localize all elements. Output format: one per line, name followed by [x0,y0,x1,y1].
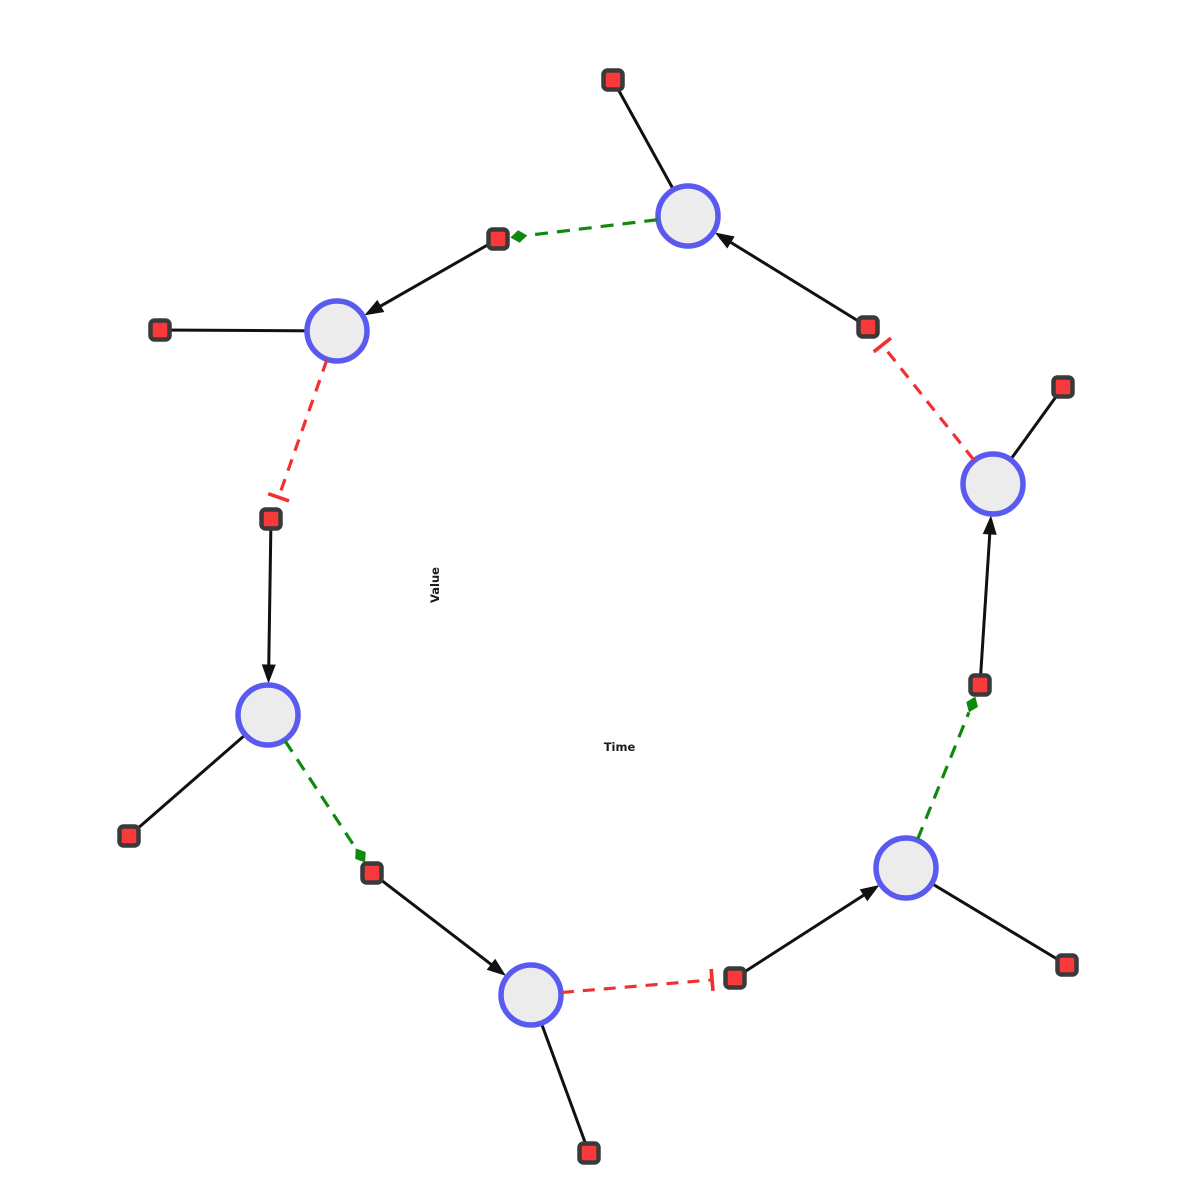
edge-txn_ci-ci_mrna [734,888,874,980]
node-layer [117,68,1079,1165]
edge-ci_mrna-tln_ci-activation-diamond [966,696,978,713]
edge-tln_laci-laci_protein-arrowhead [364,299,385,316]
reaction-node-deg_tetr_tx [117,824,141,848]
edge-tln_ci-ci_protein-arrowhead [982,515,997,535]
edge-tetr_protein-txn_ci [561,978,713,995]
species-node-tetr_mrna [235,682,301,748]
edge-txn_tetr-tetr_mrna [267,518,273,676]
edge-txn_ci-ci_mrna-arrowhead [859,885,880,902]
edge-tln_tetr-tetr_protein-arrowhead [486,958,507,976]
reaction-node-deg_tetr [577,1141,601,1165]
edge-tetr_mrna-tln_tetr-activation-diamond [355,848,366,863]
species-node-tetr_protein [498,962,564,1028]
regulatory-edge-layer [267,218,978,995]
reaction-node-deg_ci_tx [1055,953,1079,977]
edge-txn_tetr-tetr_mrna-arrowhead [261,664,276,684]
edge-ci_mrna-tln_ci [916,711,971,840]
edge-laci_protein-txn_tetr-inhibition-tee [267,491,290,503]
reaction-node-tln_laci [486,227,510,251]
edge-txn_laci-laci_mrna-arrowhead [714,232,735,249]
reaction-node-tln_tetr [360,861,384,885]
edge-tetr_protein-txn_ci-inhibition-tee [709,968,715,992]
edge-laci_protein-txn_tetr [277,359,329,498]
edge-txn_laci-laci_mrna [720,235,869,329]
species-node-ci_protein [960,451,1026,517]
x-axis-label: Time [604,740,636,754]
reaction-node-txn_laci [856,315,880,339]
reaction-node-deg_laci [148,318,172,342]
edge-tetr_mrna-tln_tetr [283,740,358,850]
edge-tln_laci-laci_protein [370,237,499,313]
edge-laci_mrna-tln_laci [527,218,658,238]
reaction-node-deg_ci [1051,375,1075,399]
species-node-laci_mrna [655,183,721,249]
edge-laci_mrna-tln_laci-activation-diamond [510,230,528,243]
edge-tln_tetr-tetr_protein [371,871,501,973]
reaction-node-deg_laci_tx [601,68,625,92]
reaction-node-txn_ci [723,966,747,990]
edge-tln_ci-ci_protein [978,523,992,686]
inset-simulation-chart: Time Value [430,567,636,754]
reaction-node-txn_tetr [259,507,283,531]
species-node-ci_mrna [873,835,939,901]
y-axis-label: Value [430,567,442,603]
edge-ci_protein-txn_laci-inhibition-tee [872,336,893,354]
edge-ci_protein-txn_laci [881,343,975,461]
species-node-laci_protein [304,298,370,364]
reaction-node-tln_ci [968,673,992,697]
